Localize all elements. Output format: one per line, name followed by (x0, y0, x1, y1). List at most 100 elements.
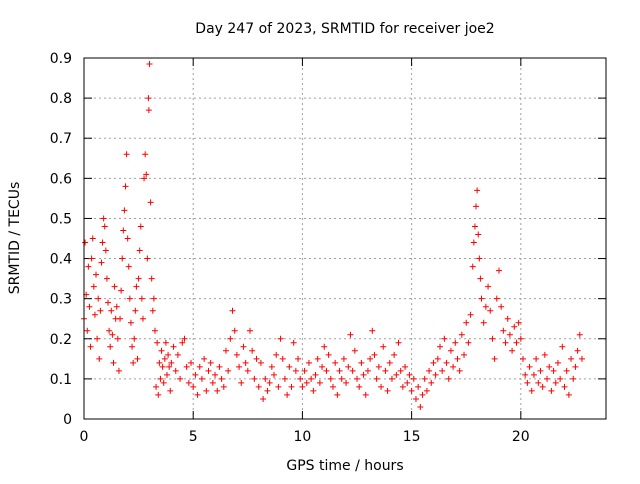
x-tick-label: 10 (293, 429, 311, 445)
data-point-marker (578, 355, 585, 362)
y-tick-label: 0.7 (50, 131, 72, 147)
x-tick-label: 15 (403, 429, 421, 445)
data-point-marker (135, 275, 142, 282)
data-point-marker (251, 375, 258, 382)
data-point-marker (489, 335, 496, 342)
data-point-marker (327, 375, 334, 382)
x-tick-label: 0 (80, 429, 89, 445)
data-point-marker (207, 359, 214, 366)
data-point-marker (399, 383, 406, 390)
data-point-marker (504, 315, 511, 322)
data-point-marker (286, 363, 293, 370)
data-point-marker (196, 363, 203, 370)
x-tick-label: 20 (512, 429, 530, 445)
data-point-marker (367, 355, 374, 362)
data-point-marker (572, 363, 579, 370)
data-point-marker (561, 383, 568, 390)
data-point-marker (203, 387, 210, 394)
data-point-marker (439, 367, 446, 374)
data-point-marker (475, 231, 482, 238)
y-axis-label: SRMTID / TECUs (7, 182, 23, 295)
data-point-marker (145, 95, 152, 102)
data-point-marker (432, 371, 439, 378)
data-point-marker (113, 303, 120, 310)
data-point-marker (145, 107, 152, 114)
data-point-marker (305, 359, 312, 366)
data-point-marker (107, 343, 114, 350)
data-point-marker (138, 295, 145, 302)
data-point-marker (476, 255, 483, 262)
chart-title: Day 247 of 2023, SRMTID for receiver joe… (195, 21, 494, 37)
data-point-marker (119, 255, 126, 262)
data-point-marker (552, 379, 559, 386)
data-point-marker (391, 351, 398, 358)
data-point-marker (242, 359, 249, 366)
data-point-marker (360, 371, 367, 378)
data-point-marker (314, 355, 321, 362)
data-point-marker (183, 363, 190, 370)
y-tick-label: 0.5 (50, 211, 72, 227)
data-point-marker (369, 327, 376, 334)
data-point-marker (275, 383, 282, 390)
data-point-marker (231, 327, 238, 334)
data-point-marker (166, 363, 173, 370)
data-point-marker (544, 375, 551, 382)
data-point-marker (310, 387, 317, 394)
data-point-marker (437, 343, 444, 350)
data-point-marker (99, 239, 106, 246)
data-point-marker (179, 339, 186, 346)
data-points (81, 61, 585, 410)
data-point-marker (102, 247, 109, 254)
data-point-marker (493, 295, 500, 302)
data-point-marker (117, 315, 124, 322)
data-point-marker (487, 307, 494, 314)
y-tick-label: 0.4 (50, 252, 72, 268)
data-point-marker (410, 375, 417, 382)
data-point-marker (421, 375, 428, 382)
data-point-marker (137, 223, 144, 230)
data-point-marker (378, 383, 385, 390)
data-point-marker (548, 387, 555, 394)
data-point-marker (150, 295, 157, 302)
data-point-marker (110, 359, 117, 366)
data-point-marker (125, 263, 132, 270)
data-point-marker (227, 335, 234, 342)
data-point-marker (506, 331, 513, 338)
data-point-marker (100, 215, 107, 222)
data-point-marker (539, 383, 546, 390)
data-point-marker (108, 307, 115, 314)
data-point-marker (201, 355, 208, 362)
data-point-marker (565, 391, 572, 398)
data-point-marker (229, 307, 236, 314)
data-point-marker (122, 183, 129, 190)
data-point-marker (491, 355, 498, 362)
data-point-marker (354, 375, 361, 382)
data-point-marker (236, 363, 243, 370)
data-point-marker (530, 371, 537, 378)
data-point-marker (382, 367, 389, 374)
data-point-marker (528, 387, 535, 394)
data-point-marker (557, 375, 564, 382)
data-point-marker (220, 383, 227, 390)
data-point-marker (443, 359, 450, 366)
data-point-marker (87, 343, 94, 350)
data-point-marker (441, 335, 448, 342)
data-point-marker (124, 235, 131, 242)
y-tick-label: 0.1 (50, 372, 72, 388)
data-point-marker (133, 283, 140, 290)
data-point-marker (82, 239, 89, 246)
data-point-marker (312, 371, 319, 378)
data-point-marker (550, 367, 557, 374)
data-point-marker (205, 367, 212, 374)
data-point-marker (340, 355, 347, 362)
data-point-marker (417, 403, 424, 410)
data-point-marker (470, 239, 477, 246)
data-point-marker (134, 355, 141, 362)
y-tick-label: 0.9 (50, 51, 72, 67)
data-point-marker (533, 355, 540, 362)
data-point-marker (209, 379, 216, 386)
data-point-marker (160, 379, 167, 386)
data-point-marker (295, 355, 302, 362)
data-point-marker (426, 367, 433, 374)
